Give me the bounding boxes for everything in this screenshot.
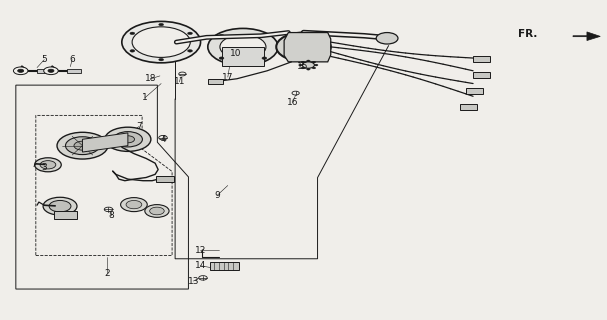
Circle shape — [35, 158, 61, 172]
Circle shape — [188, 50, 192, 52]
Circle shape — [57, 132, 108, 159]
Circle shape — [376, 33, 398, 44]
Circle shape — [150, 207, 164, 215]
Circle shape — [178, 72, 186, 76]
Text: 4: 4 — [160, 135, 166, 144]
Bar — [156, 176, 174, 182]
Circle shape — [74, 141, 91, 150]
Bar — [67, 68, 81, 73]
Circle shape — [40, 161, 56, 169]
Circle shape — [312, 61, 316, 63]
Circle shape — [159, 58, 164, 61]
Text: 11: 11 — [174, 77, 185, 86]
Text: FR.: FR. — [518, 29, 537, 39]
Circle shape — [43, 197, 77, 215]
Text: 8: 8 — [109, 211, 114, 220]
Text: 12: 12 — [195, 246, 206, 255]
Circle shape — [219, 57, 224, 60]
Circle shape — [145, 204, 169, 217]
Circle shape — [48, 69, 54, 72]
Polygon shape — [284, 33, 331, 62]
Circle shape — [49, 200, 71, 212]
Bar — [473, 56, 490, 62]
Text: 14: 14 — [195, 261, 206, 270]
Text: 1: 1 — [142, 93, 148, 102]
Bar — [37, 68, 50, 73]
Circle shape — [301, 67, 305, 69]
Bar — [473, 72, 490, 78]
Polygon shape — [83, 133, 128, 152]
Text: 2: 2 — [104, 268, 109, 278]
Circle shape — [198, 276, 207, 280]
Circle shape — [307, 68, 310, 70]
Circle shape — [208, 28, 278, 65]
Circle shape — [262, 34, 266, 37]
Bar — [208, 79, 223, 84]
Circle shape — [122, 21, 200, 63]
Circle shape — [130, 32, 135, 35]
Text: 17: 17 — [222, 73, 234, 82]
Circle shape — [292, 91, 299, 95]
Bar — [54, 211, 77, 219]
Polygon shape — [573, 32, 600, 41]
Text: 9: 9 — [215, 190, 220, 200]
Text: 7: 7 — [136, 122, 141, 131]
Circle shape — [188, 32, 192, 35]
Circle shape — [307, 60, 310, 62]
Circle shape — [301, 61, 305, 63]
Text: 6: 6 — [69, 55, 75, 64]
Circle shape — [66, 137, 100, 155]
Circle shape — [299, 64, 302, 66]
Circle shape — [159, 135, 168, 140]
Circle shape — [121, 136, 135, 143]
Text: 13: 13 — [188, 276, 199, 285]
Bar — [222, 47, 264, 66]
Text: 3: 3 — [41, 164, 47, 172]
Bar — [466, 88, 483, 94]
Circle shape — [302, 62, 314, 68]
Text: 10: 10 — [230, 49, 242, 58]
Circle shape — [314, 64, 318, 66]
Text: 16: 16 — [287, 98, 299, 107]
Circle shape — [294, 42, 313, 52]
Circle shape — [18, 69, 24, 72]
Circle shape — [220, 35, 266, 59]
Circle shape — [105, 127, 151, 151]
Circle shape — [44, 67, 58, 75]
Text: 15: 15 — [297, 61, 308, 70]
Text: 5: 5 — [41, 55, 47, 64]
Bar — [459, 104, 476, 110]
Text: 18: 18 — [145, 74, 157, 83]
Circle shape — [312, 67, 316, 69]
Circle shape — [121, 197, 148, 212]
Circle shape — [262, 57, 266, 60]
Circle shape — [219, 34, 224, 37]
Circle shape — [130, 50, 135, 52]
Circle shape — [159, 23, 164, 26]
Circle shape — [285, 37, 322, 56]
Circle shape — [132, 27, 190, 57]
Circle shape — [104, 207, 113, 212]
Circle shape — [276, 33, 331, 61]
Circle shape — [126, 200, 142, 209]
Circle shape — [114, 132, 143, 147]
Circle shape — [13, 67, 28, 75]
Bar — [209, 262, 239, 270]
